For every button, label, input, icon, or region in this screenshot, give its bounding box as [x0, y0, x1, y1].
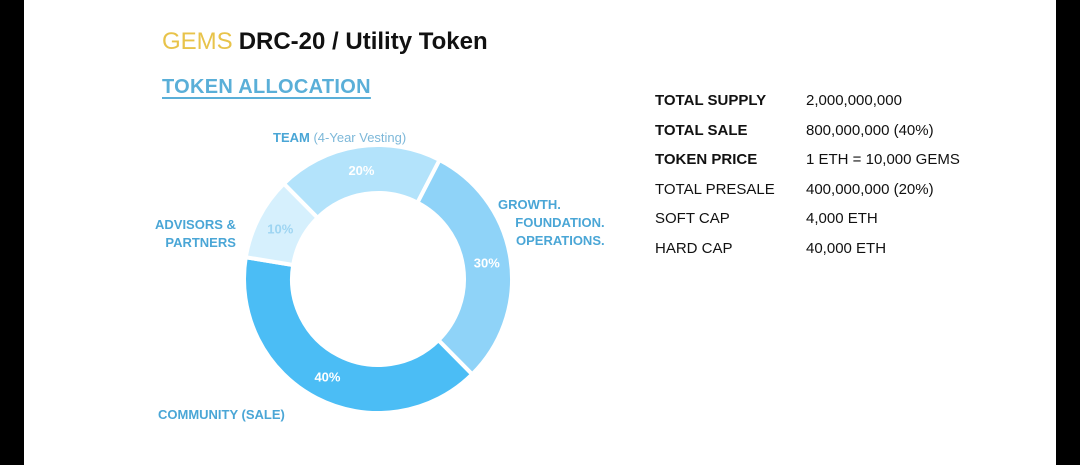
- spec-row: TOTAL SALE 800,000,000 (40%): [655, 116, 960, 146]
- spec-value: 40,000 ETH: [806, 239, 887, 257]
- label-team-note: (4-Year Vesting): [313, 130, 407, 145]
- slice-growth: [414, 157, 514, 378]
- spec-value: 400,000,000 (20%): [806, 180, 934, 198]
- slice-community: [242, 254, 475, 415]
- slice-value-label-team: 20%: [348, 163, 374, 178]
- slice-value-label-growth: 30%: [474, 255, 500, 270]
- label-growth: GROWTH. FOUNDATION. OPERATIONS.: [498, 196, 605, 250]
- label-growth-line-3: OPERATIONS.: [516, 233, 605, 248]
- token-page: GEMS DRC-20 / Utility Token TOKEN ALLOCAT…: [24, 0, 1056, 465]
- spec-value: 1 ETH = 10,000 GEMS: [806, 151, 960, 169]
- label-team-name: TEAM: [273, 130, 310, 145]
- slice-value-label-advisors: 10%: [267, 221, 293, 236]
- label-advisors: ADVISORS & PARTNERS: [155, 216, 236, 252]
- spec-key: TOTAL PRESALE: [655, 180, 775, 198]
- label-advisors-line-1: ADVISORS &: [155, 217, 236, 232]
- label-growth-line-1: GROWTH.: [498, 197, 561, 212]
- spec-row: HARD CAP 40,000 ETH: [655, 234, 960, 264]
- page-title-text: DRC-20 / Utility Token: [238, 28, 488, 55]
- label-community: COMMUNITY (SALE): [158, 407, 285, 422]
- label-growth-line-2: FOUNDATION.: [515, 215, 605, 230]
- label-advisors-line-2: PARTNERS: [165, 235, 236, 250]
- spec-row: TOTAL PRESALE 400,000,000 (20%): [655, 175, 960, 205]
- spec-key: HARD CAP: [655, 239, 733, 257]
- spec-value: 4,000 ETH: [806, 210, 878, 228]
- page-title: GEMS DRC-20 / Utility Token: [162, 28, 488, 56]
- spec-key: TOKEN PRICE: [655, 151, 758, 169]
- allocation-donut-chart: 20% 30% 40% 10%: [242, 143, 514, 415]
- spec-row: SOFT CAP 4,000 ETH: [655, 204, 960, 234]
- slice-advisors: [243, 180, 321, 268]
- token-specs-table: TOTAL SUPPLY 2,000,000,000 TOTAL SALE 800,0…: [655, 86, 960, 263]
- spec-value: 800,000,000 (40%): [806, 121, 934, 139]
- spec-value: 2,000,000,000: [806, 92, 902, 110]
- slice-value-label-community: 40%: [314, 370, 340, 385]
- spec-key: TOTAL SALE: [655, 121, 748, 139]
- label-team: TEAM (4-Year Vesting): [273, 129, 406, 147]
- brand-name: GEMS: [162, 28, 233, 55]
- spec-row: TOTAL SUPPLY 2,000,000,000: [655, 86, 960, 116]
- spec-key: SOFT CAP: [655, 210, 730, 228]
- spec-row: TOKEN PRICE 1 ETH = 10,000 GEMS: [655, 145, 960, 175]
- spec-key: TOTAL SUPPLY: [655, 92, 767, 110]
- section-title-token-allocation[interactable]: TOKEN ALLOCATION: [162, 76, 371, 98]
